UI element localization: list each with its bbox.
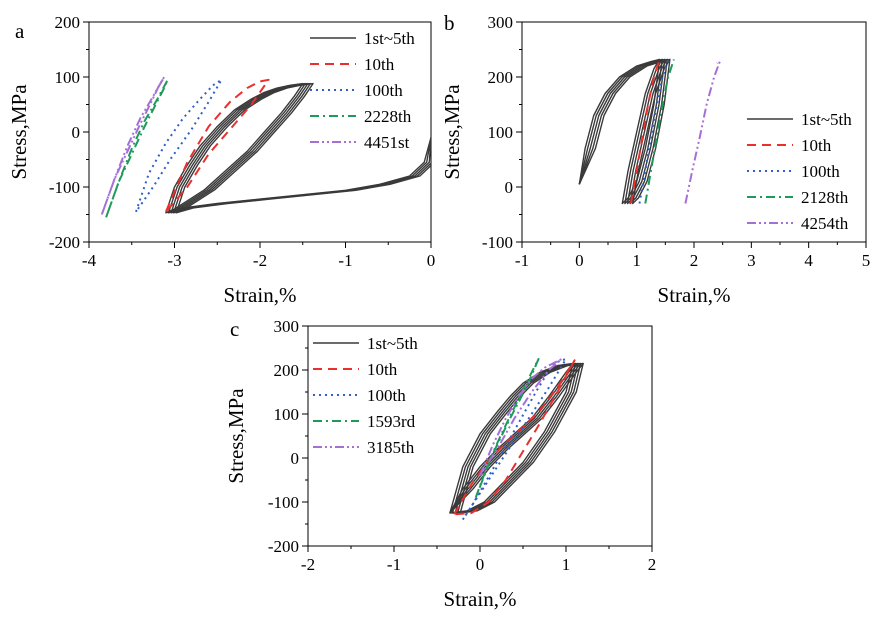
series-line-1st-5th xyxy=(449,362,584,514)
x-tick-label: 2 xyxy=(648,555,657,574)
x-tick-label: -4 xyxy=(82,251,97,270)
plot-area xyxy=(100,76,431,218)
chart-panel-b: -1 0 1 2 3 4 5 -100 0 100 200 300 Strain,% Stress,MPa… xyxy=(440,11,870,307)
legend-label: 2228th xyxy=(364,107,412,126)
legend: 1st~5th 10th 100th 1593rd 3185th xyxy=(313,334,418,457)
x-tick-label: -1 xyxy=(338,251,352,270)
x-tick-label: 0 xyxy=(427,251,436,270)
y-tick-label: -100 xyxy=(268,493,299,512)
panel-letter: b xyxy=(444,11,455,35)
series-line-1st-5th xyxy=(578,58,668,205)
series-line-10th xyxy=(164,78,270,213)
plot-frame xyxy=(521,21,867,243)
y-axis-label: Stress,MPa xyxy=(440,84,464,180)
series-line-1st-5th xyxy=(578,58,661,205)
series-line-4254th xyxy=(684,60,721,204)
plot-area xyxy=(578,58,721,205)
x-axis-label: Strain,% xyxy=(444,587,517,611)
series-line-1st-5th xyxy=(175,82,431,214)
panel-letter: a xyxy=(15,19,25,43)
y-tick-label: 300 xyxy=(274,317,300,336)
series-line-2228th xyxy=(105,78,169,218)
legend-label: 10th xyxy=(801,136,832,155)
x-axis-label: Strain,% xyxy=(658,283,731,307)
legend-label: 4451st xyxy=(364,133,410,152)
x-tick-label: 0 xyxy=(575,251,584,270)
series-line-4451st xyxy=(100,76,166,215)
series-line-1st-5th xyxy=(449,362,579,514)
chart-panel-a: -4 -3 -2 -1 0 -200 -100 0 100 200 Strain,% Stress,M… xyxy=(7,13,435,307)
series-line-100th xyxy=(461,358,567,521)
y-tick-label: 100 xyxy=(488,123,514,142)
x-axis-label: Strain,% xyxy=(224,283,297,307)
plot-area xyxy=(449,358,584,521)
y-tick-label: -100 xyxy=(482,233,513,252)
series-line-1st-5th xyxy=(578,58,671,205)
series-line-10th xyxy=(453,359,576,516)
x-tick-label: 1 xyxy=(562,555,571,574)
legend-label: 1st~5th xyxy=(364,29,415,48)
series-line-1st-5th xyxy=(578,58,666,205)
y-tick-label: 0 xyxy=(291,449,300,468)
legend-label: 4254th xyxy=(801,214,849,233)
series-line-2128th xyxy=(644,59,675,204)
x-tick-label: 1 xyxy=(632,251,641,270)
x-tick-label: 0 xyxy=(476,555,485,574)
x-tick-label: 3 xyxy=(747,251,756,270)
legend-label: 100th xyxy=(367,386,406,405)
y-tick-label: 100 xyxy=(274,405,300,424)
chart-panel-c: -2 -1 0 1 2 -200 -100 0 100 200 300 Strain,% Stress,… xyxy=(224,317,656,611)
legend-label: 10th xyxy=(367,360,398,379)
series-line-10th xyxy=(629,59,661,204)
x-tick-label: 2 xyxy=(690,251,699,270)
panel-letter: c xyxy=(230,317,239,341)
legend-label: 2128th xyxy=(801,188,849,207)
y-tick-label: 300 xyxy=(488,13,514,32)
legend-label: 3185th xyxy=(367,438,415,457)
x-tick-label: -1 xyxy=(387,555,401,574)
y-tick-label: 100 xyxy=(55,68,81,87)
legend: 1st~5th 10th 100th 2228th 4451st xyxy=(310,29,415,152)
x-tick-label: 5 xyxy=(862,251,871,270)
legend-label: 1st~5th xyxy=(801,110,852,129)
x-tick-label: -2 xyxy=(253,251,267,270)
y-tick-label: 0 xyxy=(505,178,514,197)
x-tick-label: 4 xyxy=(804,251,813,270)
legend-label: 10th xyxy=(364,55,395,74)
legend: 1st~5th 10th 100th 2128th 4254th xyxy=(747,110,852,233)
x-tick-label: -1 xyxy=(515,251,529,270)
y-tick-label: -200 xyxy=(49,233,80,252)
series-line-1593rd xyxy=(474,358,540,498)
legend-label: 100th xyxy=(364,81,403,100)
legend-label: 1st~5th xyxy=(367,334,418,353)
y-tick-label: 200 xyxy=(488,68,514,87)
y-tick-label: 0 xyxy=(72,123,81,142)
series-line-1st-5th xyxy=(449,362,577,514)
x-tick-label: -3 xyxy=(167,251,181,270)
series-line-3185th xyxy=(479,358,563,477)
x-tick-label: -2 xyxy=(301,555,315,574)
legend-label: 100th xyxy=(801,162,840,181)
y-tick-label: -200 xyxy=(268,537,299,556)
legend-label: 1593rd xyxy=(367,412,416,431)
y-tick-label: 200 xyxy=(274,361,300,380)
y-tick-label: 200 xyxy=(55,13,81,32)
y-axis-label: Stress,MPa xyxy=(224,388,248,484)
y-tick-label: -100 xyxy=(49,178,80,197)
y-axis-label: Stress,MPa xyxy=(7,84,31,180)
plot-frame xyxy=(307,325,653,547)
